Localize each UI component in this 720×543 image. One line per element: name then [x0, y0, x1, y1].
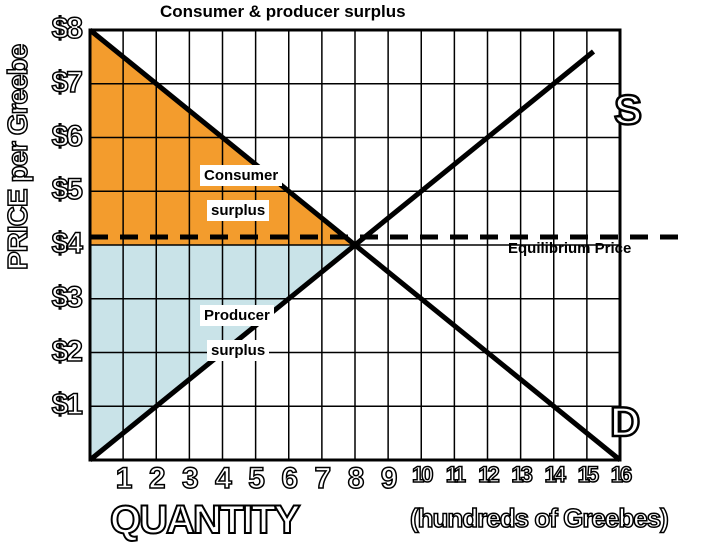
producer-surplus-label-2: surplus: [207, 340, 269, 361]
consumer-surplus-label-1: Consumer: [200, 165, 282, 186]
y-tick: $7: [46, 66, 81, 100]
producer-surplus-label-1: Producer: [200, 305, 274, 326]
x-tick: 7: [312, 462, 332, 496]
y-tick: $6: [46, 120, 81, 154]
chart-title: Consumer & producer surplus: [160, 2, 406, 22]
y-tick: $5: [46, 173, 81, 207]
y-tick: $4: [46, 227, 81, 261]
equilibrium-price-label: Equilibrium Price: [508, 240, 631, 257]
x-tick: 2: [146, 462, 166, 496]
x-tick: 13: [507, 462, 535, 488]
x-tick: 5: [246, 462, 266, 496]
x-tick: 6: [279, 462, 299, 496]
supply-curve-label: S: [614, 86, 640, 134]
x-tick: 9: [378, 462, 398, 496]
demand-curve-label: D: [610, 398, 638, 446]
x-axis-label: QUANTITY: [110, 498, 298, 543]
y-tick: $1: [46, 388, 81, 422]
y-axis-label: PRICE per Greebe: [2, 45, 34, 270]
x-tick: 12: [474, 462, 502, 488]
x-tick: 3: [179, 462, 199, 496]
y-tick: $3: [46, 281, 81, 315]
x-axis-sublabel: (hundreds of Greebes): [410, 503, 668, 534]
x-tick: 8: [345, 462, 365, 496]
consumer-surplus-label-2: surplus: [207, 200, 269, 221]
x-tick: 4: [213, 462, 233, 496]
y-tick: $8: [46, 12, 81, 46]
x-tick: 11: [440, 462, 468, 488]
x-tick: 1: [113, 462, 133, 496]
x-tick: 16: [606, 462, 634, 488]
y-tick: $2: [46, 335, 81, 369]
x-tick: 14: [540, 462, 568, 488]
x-tick: 10: [407, 462, 435, 488]
x-tick: 15: [573, 462, 601, 488]
